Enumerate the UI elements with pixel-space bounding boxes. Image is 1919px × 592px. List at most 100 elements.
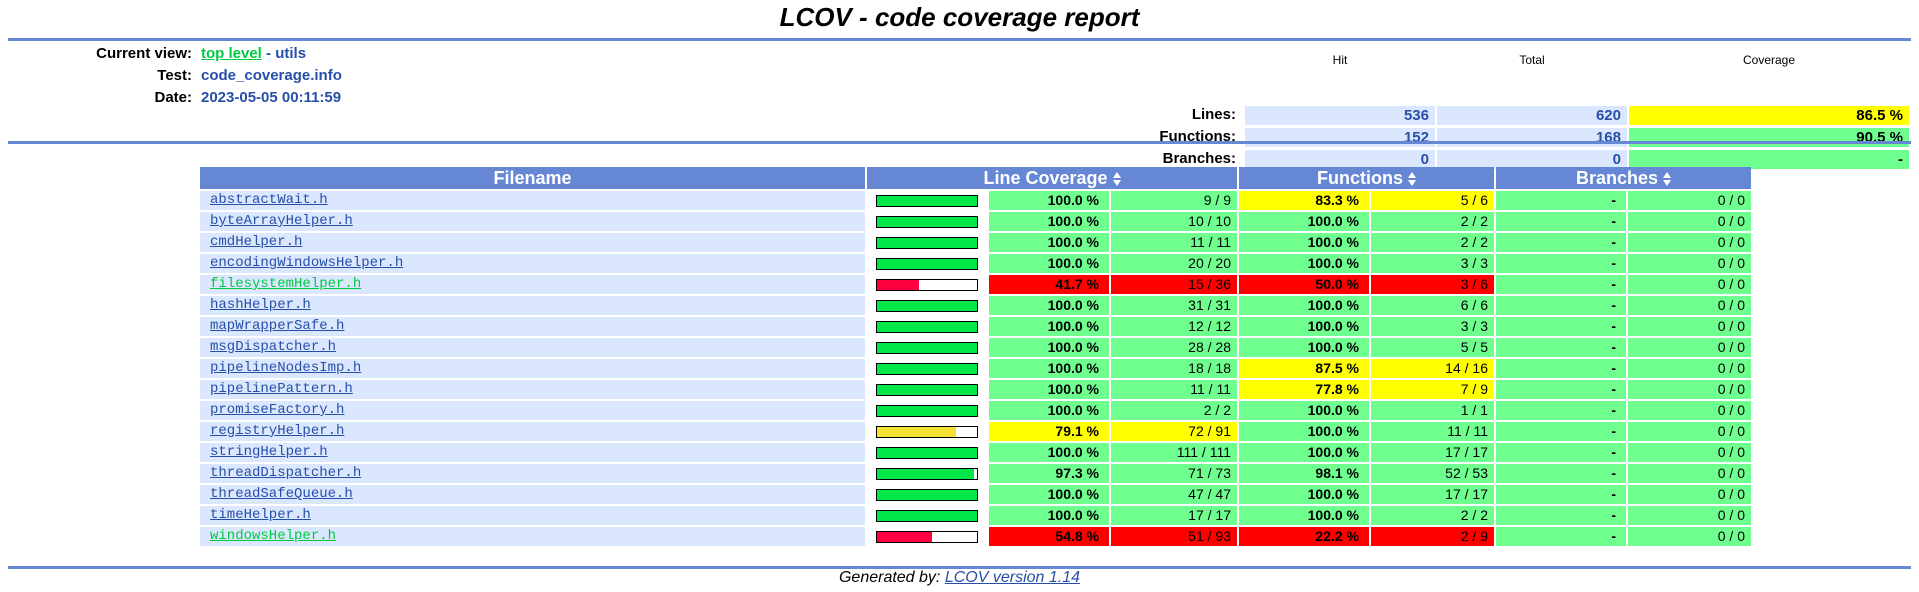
branches-percent: -	[1496, 254, 1626, 273]
branches-percent: -	[1496, 317, 1626, 336]
coverage-bar-cell	[867, 254, 987, 273]
filename-header: Filename	[200, 167, 865, 189]
line-coverage-count: 12 / 12	[1111, 317, 1237, 336]
page-title: LCOV - code coverage report	[779, 2, 1140, 32]
branches-percent: -	[1496, 212, 1626, 231]
filename-cell: registryHelper.h	[200, 422, 865, 441]
sort-icon[interactable]	[1408, 171, 1416, 186]
lcov-version-link[interactable]: LCOV version 1.14	[944, 569, 1081, 586]
table-row: byteArrayHelper.h 100.0 % 10 / 10 100.0 % 2 …	[200, 212, 1751, 231]
file-link[interactable]: threadDispatcher.h	[210, 465, 362, 481]
coverage-table: Filename Line Coverage Functions Branche…	[198, 165, 1753, 548]
functions-count: 7 / 9	[1371, 380, 1494, 399]
line-coverage-percent: 100.0 %	[989, 506, 1109, 525]
file-link[interactable]: filesystemHelper.h	[210, 276, 362, 292]
coverage-bar-cell	[867, 275, 987, 294]
branches-percent: -	[1496, 275, 1626, 294]
file-link[interactable]: registryHelper.h	[210, 423, 345, 439]
branches-count: 0 / 0	[1628, 212, 1751, 231]
line-coverage-percent: 100.0 %	[989, 212, 1109, 231]
coverage-bar	[876, 342, 978, 355]
file-link[interactable]: byteArrayHelper.h	[210, 213, 353, 229]
summary-label: Functions:	[1159, 128, 1236, 145]
line-coverage-header[interactable]: Line Coverage	[867, 167, 1237, 189]
coverage-bar-cell	[867, 296, 987, 315]
branches-percent: -	[1496, 527, 1626, 546]
file-link[interactable]: pipelinePattern.h	[210, 381, 353, 397]
branches-percent: -	[1496, 191, 1626, 210]
coverage-bar-cell	[867, 380, 987, 399]
summary-coverage: 86.5 %	[1629, 106, 1909, 125]
file-link[interactable]: timeHelper.h	[210, 507, 311, 523]
coverage-bar-fill	[877, 322, 977, 333]
coverage-bar-fill	[877, 511, 977, 522]
summary-hit-header: Hit	[1332, 53, 1348, 67]
coverage-bar	[876, 258, 978, 271]
summary-total-header: Total	[1519, 53, 1545, 67]
summary-label: Branches:	[1162, 150, 1236, 167]
file-link[interactable]: cmdHelper.h	[210, 234, 303, 250]
file-link[interactable]: abstractWait.h	[210, 192, 328, 208]
branches-count: 0 / 0	[1628, 422, 1751, 441]
table-row: threadDispatcher.h 97.3 % 71 / 73 98.1 % 52 …	[200, 464, 1751, 483]
filename-cell: msgDispatcher.h	[200, 338, 865, 357]
coverage-bar-cell	[867, 317, 987, 336]
coverage-bar-fill	[877, 448, 977, 459]
filename-cell: timeHelper.h	[200, 506, 865, 525]
line-coverage-percent: 100.0 %	[989, 338, 1109, 357]
sort-icon[interactable]	[1112, 171, 1121, 186]
coverage-bar-fill	[877, 280, 919, 291]
filename-cell: encodingWindowsHelper.h	[200, 254, 865, 273]
test-label: Test:	[157, 67, 192, 84]
functions-percent: 100.0 %	[1239, 443, 1369, 462]
summary-total: 620	[1437, 106, 1627, 125]
file-link[interactable]: pipelineNodesImp.h	[210, 360, 362, 376]
summary-hit: 0	[1245, 150, 1435, 169]
filename-cell: byteArrayHelper.h	[200, 212, 865, 231]
file-link[interactable]: encodingWindowsHelper.h	[210, 255, 404, 271]
filename-cell: windowsHelper.h	[200, 527, 865, 546]
file-link[interactable]: threadSafeQueue.h	[210, 486, 353, 502]
file-link[interactable]: hashHelper.h	[210, 297, 311, 313]
branches-percent: -	[1496, 464, 1626, 483]
top-level-link[interactable]: top level	[201, 45, 262, 62]
branches-count: 0 / 0	[1628, 506, 1751, 525]
functions-count: 3 / 6	[1371, 275, 1494, 294]
filename-cell: hashHelper.h	[200, 296, 865, 315]
coverage-bar-cell	[867, 527, 987, 546]
sort-icon[interactable]	[1663, 171, 1672, 186]
file-link[interactable]: windowsHelper.h	[210, 528, 337, 544]
coverage-bar-cell	[867, 422, 987, 441]
table-row: cmdHelper.h 100.0 % 11 / 11 100.0 % 2 / 2-0 …	[200, 233, 1751, 252]
file-link[interactable]: promiseFactory.h	[210, 402, 345, 418]
functions-count: 17 / 17	[1371, 443, 1494, 462]
file-link[interactable]: msgDispatcher.h	[210, 339, 337, 355]
summary-label: Lines:	[1191, 106, 1236, 123]
coverage-bar-fill	[877, 217, 977, 228]
line-coverage-count: 71 / 73	[1111, 464, 1237, 483]
summary-coverage: 90.5 %	[1629, 128, 1909, 147]
coverage-bar-fill	[877, 427, 956, 438]
table-row: promiseFactory.h 100.0 % 2 / 2 100.0 % 1 / 1…	[200, 401, 1751, 420]
functions-percent: 100.0 %	[1239, 254, 1369, 273]
file-link[interactable]: stringHelper.h	[210, 444, 328, 460]
functions-percent: 77.8 %	[1239, 380, 1369, 399]
line-coverage-percent: 97.3 %	[989, 464, 1109, 483]
functions-percent: 100.0 %	[1239, 506, 1369, 525]
coverage-bar	[876, 216, 978, 229]
branches-header[interactable]: Branches	[1496, 167, 1751, 189]
filename-cell: mapWrapperSafe.h	[200, 317, 865, 336]
functions-percent: 100.0 %	[1239, 338, 1369, 357]
table-row: filesystemHelper.h 41.7 % 15 / 36 50.0 % 3 /…	[200, 275, 1751, 294]
coverage-bar-fill	[877, 259, 977, 270]
table-row: timeHelper.h 100.0 % 17 / 17 100.0 % 2 / 2-0…	[200, 506, 1751, 525]
functions-header[interactable]: Functions	[1239, 167, 1494, 189]
date-value: 2023-05-05 00:11:59	[201, 89, 342, 106]
functions-percent: 100.0 %	[1239, 296, 1369, 315]
table-row: threadSafeQueue.h 100.0 % 47 / 47 100.0 % 17…	[200, 485, 1751, 504]
coverage-bar	[876, 195, 978, 208]
table-row: registryHelper.h 79.1 % 72 / 91 100.0 % 11 /…	[200, 422, 1751, 441]
table-row: hashHelper.h 100.0 % 31 / 31 100.0 % 6 / 6-0…	[200, 296, 1751, 315]
coverage-bar-cell	[867, 359, 987, 378]
file-link[interactable]: mapWrapperSafe.h	[210, 318, 345, 334]
